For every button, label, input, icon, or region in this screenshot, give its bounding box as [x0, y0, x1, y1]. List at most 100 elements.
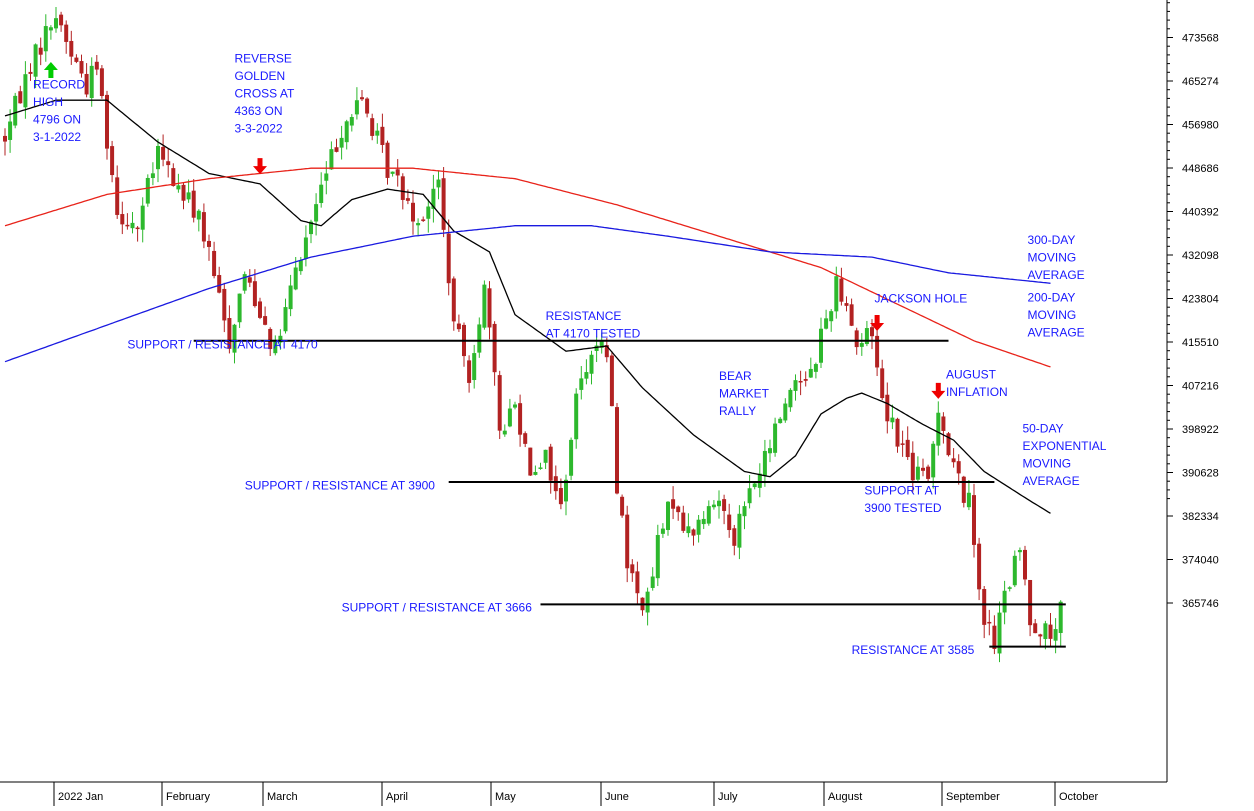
candle-body — [79, 61, 84, 74]
candle-body — [839, 278, 844, 302]
candle — [951, 448, 956, 468]
candle-body — [732, 528, 737, 546]
moving-averages-layer — [4, 99, 1051, 514]
candle — [181, 182, 186, 210]
candle-body — [635, 571, 640, 594]
candle — [482, 280, 487, 330]
candle-body — [977, 543, 982, 590]
candle-body — [778, 418, 783, 424]
candle — [798, 370, 803, 396]
candle-body — [43, 26, 48, 52]
candle-body — [115, 177, 120, 215]
annotation-label: REVERSE GOLDEN CROSS AT 4363 ON 3-3-2022 — [235, 52, 295, 136]
candle-body — [900, 443, 905, 445]
candle-body — [655, 534, 660, 579]
annotation-line: RALLY — [719, 404, 756, 418]
annotation-line: RESISTANCE AT 3585 — [852, 643, 975, 657]
candle — [859, 333, 864, 356]
candle — [880, 359, 885, 401]
candle-body — [594, 345, 599, 351]
candle — [43, 14, 48, 62]
candle-body — [13, 95, 18, 126]
down-arrow-icon — [253, 158, 267, 175]
candle-body — [650, 576, 655, 588]
candle-body — [773, 423, 778, 453]
candle — [1053, 618, 1058, 654]
annotation-line: MARKET — [719, 386, 770, 400]
candle — [492, 321, 497, 386]
candle-body — [701, 518, 706, 525]
candle — [28, 63, 33, 81]
candle-body — [3, 135, 7, 142]
candle — [360, 89, 364, 102]
candle — [446, 219, 451, 296]
candle — [645, 587, 650, 626]
annotation-label: JACKSON HOLE — [875, 292, 968, 306]
annotation-line: BEAR — [719, 369, 752, 383]
candle-body — [110, 146, 115, 176]
candle — [609, 351, 614, 407]
candle-body — [33, 44, 38, 77]
candle-body — [370, 118, 375, 136]
candle-body — [247, 277, 252, 283]
candle-body — [258, 301, 262, 318]
candle — [788, 388, 793, 412]
x-tick-label: August — [828, 791, 862, 803]
candle-body — [609, 355, 614, 407]
candle — [222, 282, 227, 333]
candle-body — [252, 281, 257, 307]
candle — [717, 490, 721, 519]
candle-body — [630, 564, 635, 574]
candle-body — [28, 71, 33, 74]
candle-body — [604, 345, 609, 358]
annotation-label: 50-DAY EXPONENTIAL MOVING AVERAGE — [1022, 421, 1106, 488]
candle — [89, 57, 94, 107]
candle — [258, 297, 262, 320]
candle-body — [921, 467, 925, 471]
candle — [819, 317, 823, 369]
candle-body — [380, 126, 385, 145]
candle-body — [59, 14, 64, 26]
candle-body — [18, 91, 23, 104]
candle-body — [599, 340, 604, 348]
candle — [558, 478, 563, 510]
annotation-label: RESISTANCE AT 3585 — [852, 643, 975, 657]
candle — [462, 322, 466, 367]
candle-body — [768, 448, 772, 454]
candle — [74, 54, 79, 64]
y-tick-label: 390628 — [1182, 468, 1219, 480]
annotation-label: BEAR MARKET RALLY — [719, 369, 770, 418]
candle — [502, 424, 507, 437]
candle — [1043, 620, 1048, 650]
candle-body — [339, 137, 344, 148]
candle — [599, 332, 604, 354]
candle-body — [334, 147, 339, 152]
candle — [829, 309, 834, 332]
candle-body — [385, 142, 390, 178]
candle-body — [201, 212, 206, 242]
candle — [375, 123, 380, 144]
candle — [711, 500, 716, 510]
candle-body — [293, 267, 298, 290]
moving-average-line — [4, 99, 1051, 514]
candle — [589, 350, 594, 385]
annotation-line: REVERSE — [235, 52, 292, 66]
candle — [145, 174, 150, 207]
candle-body — [232, 324, 237, 353]
candle-body — [671, 499, 676, 509]
candle — [278, 329, 283, 350]
candle-body — [1038, 634, 1043, 637]
candle — [977, 537, 982, 601]
candle — [839, 267, 844, 306]
candle-body — [706, 506, 711, 524]
candle-body — [686, 526, 691, 534]
candle — [997, 601, 1002, 663]
candle-body — [870, 327, 874, 337]
candle-body — [360, 97, 364, 100]
candle — [166, 148, 171, 178]
annotation-label: SUPPORT / RESISTANCE AT 3666 — [342, 601, 533, 615]
candle-body — [946, 433, 951, 456]
candle-body — [533, 471, 538, 475]
